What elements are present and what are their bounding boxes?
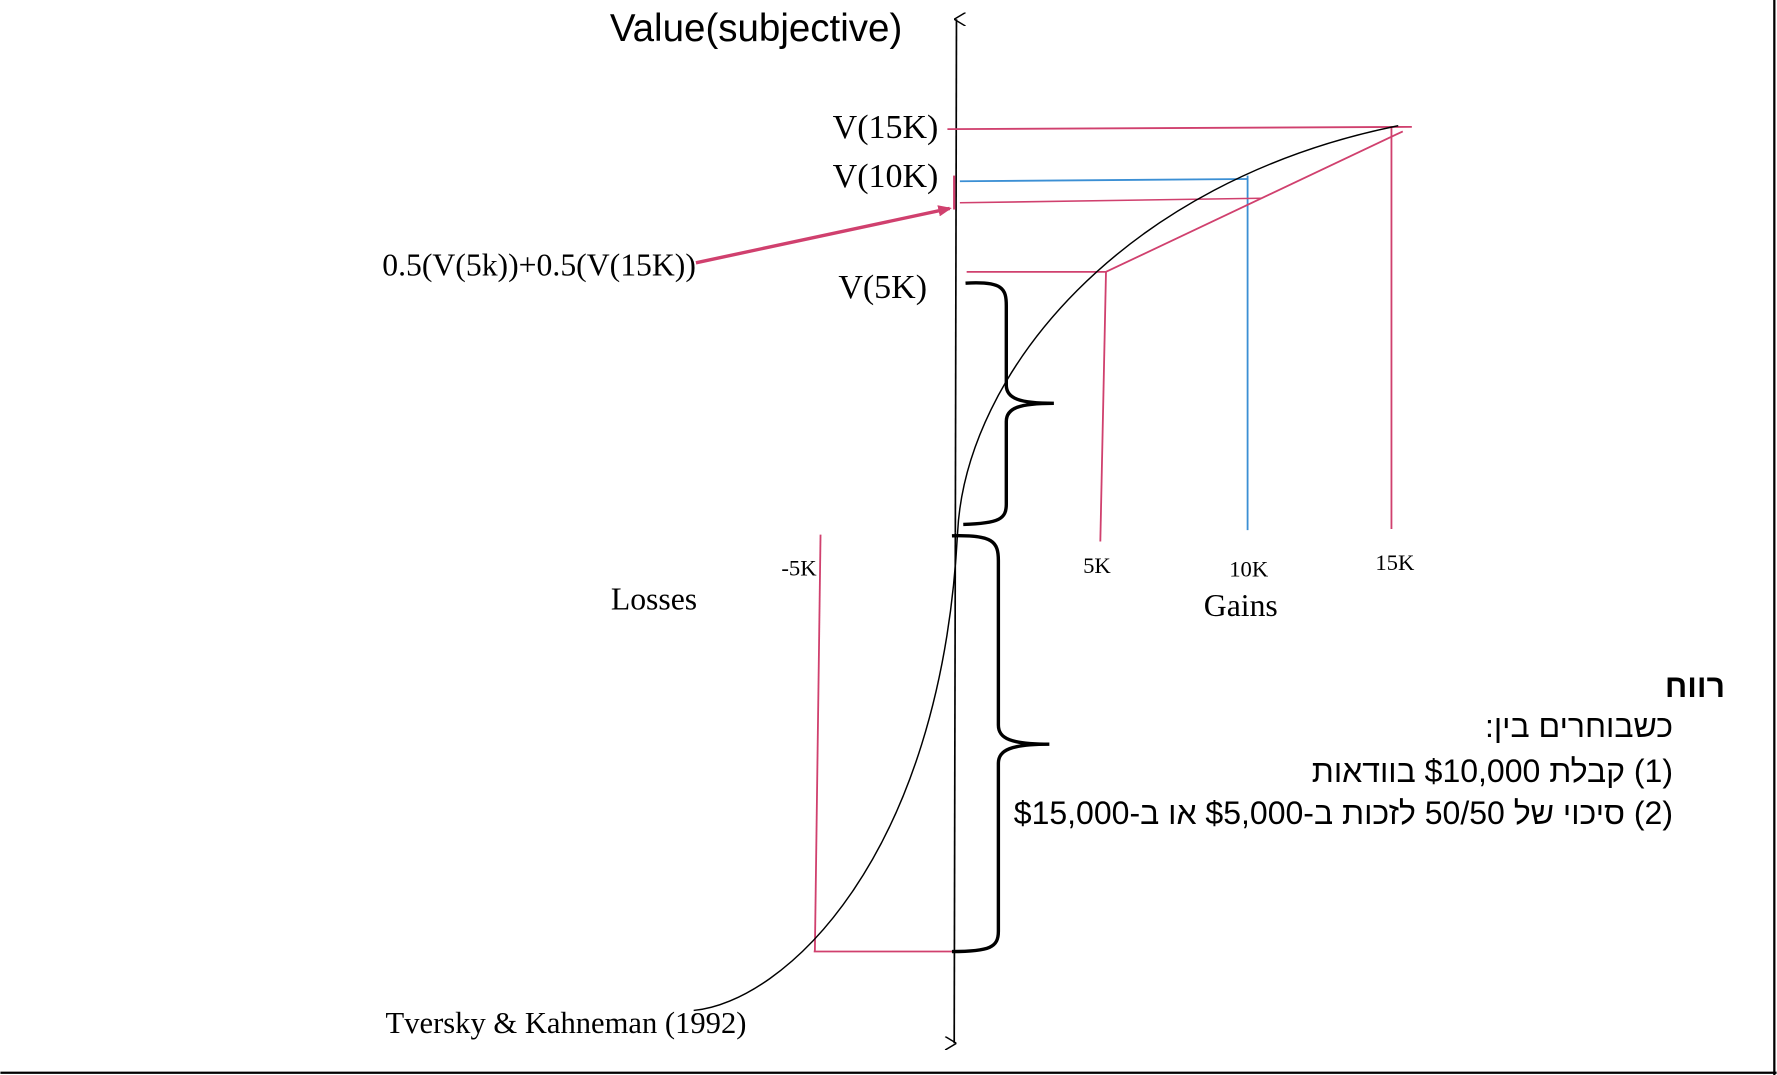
- tick-15k: 15K: [1375, 550, 1415, 575]
- expected-guide: [959, 197, 1262, 204]
- gain-brace: [963, 281, 1054, 527]
- note-line-3: (2) סיכוי של 50/50 לזכות ב-$5,000 או ב-$…: [1013, 795, 1673, 831]
- chord-line: [1105, 130, 1404, 273]
- tick-10k: 10K: [1229, 557, 1269, 582]
- tick-5k: 5K: [1083, 553, 1111, 578]
- v15-label: V(15K): [833, 109, 939, 146]
- x5k-guide: [1099, 271, 1107, 542]
- value-axis-lower: [954, 532, 955, 1043]
- axis-title: Value(subjective): [610, 7, 902, 50]
- v10-guide: [959, 178, 1248, 183]
- note-line-2: (1) קבלת $10,000 בוודאות: [1311, 753, 1673, 789]
- value-function-curve: [693, 125, 1399, 1012]
- gains-label: Gains: [1204, 588, 1278, 623]
- neg5k-guide: [813, 534, 822, 952]
- tick-neg5k: -5K: [781, 555, 817, 580]
- expected-value-label: 0.5(V(5k))+0.5(V(15K)): [382, 247, 696, 282]
- v5-label: V(5K): [838, 269, 927, 306]
- loss-brace: [951, 534, 1050, 954]
- value-axis: [955, 19, 956, 533]
- losses-label: Losses: [611, 581, 697, 616]
- expected-arrow: [695, 205, 952, 265]
- note-heading: רווח: [1664, 668, 1725, 704]
- v15-guide: [947, 125, 1412, 131]
- citation: Tversky & Kahneman (1992): [386, 1006, 747, 1040]
- note-line-1: כשבוחרים בין:: [1484, 708, 1673, 744]
- v10-label: V(10K): [833, 158, 939, 195]
